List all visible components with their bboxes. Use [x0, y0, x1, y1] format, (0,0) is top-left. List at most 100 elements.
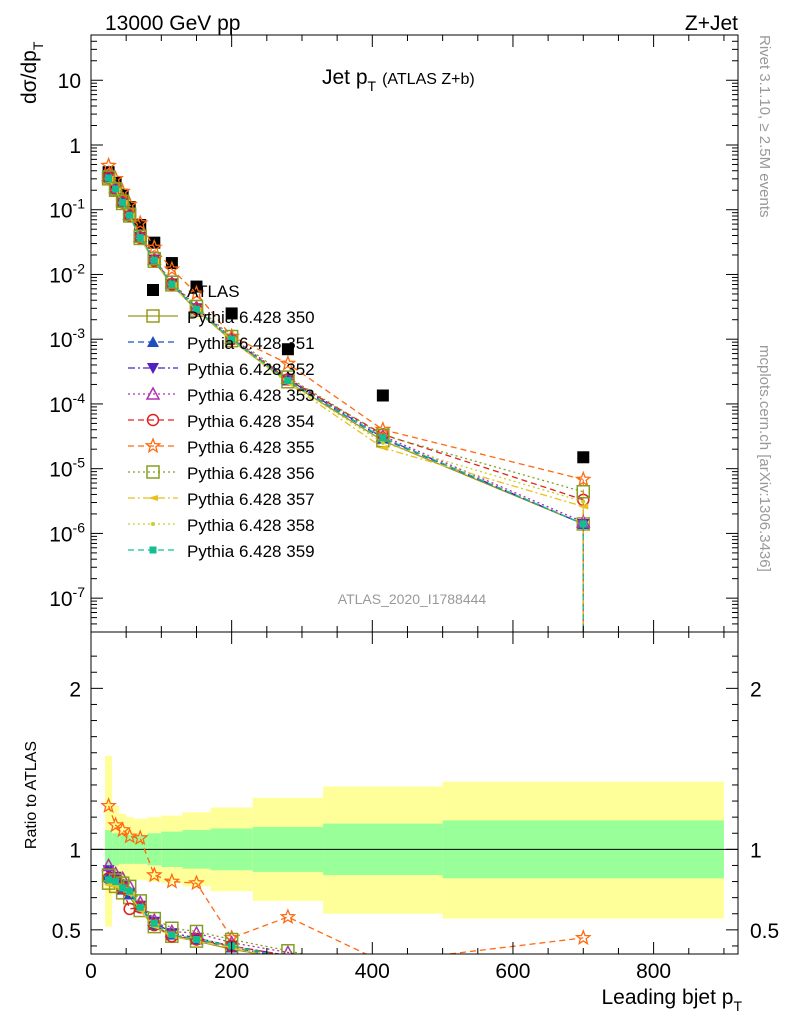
- ratio-point: [192, 936, 200, 944]
- legend-label: Pythia 6.428 353: [187, 386, 315, 405]
- y-tick-label: 10-5: [49, 455, 85, 482]
- series-line: [108, 177, 584, 525]
- ratio-point: [100, 797, 117, 813]
- legend-label: ATLAS: [187, 282, 240, 301]
- legend-item: Pythia 6.428 350: [128, 308, 315, 327]
- y-tick-label: 10: [58, 70, 81, 93]
- series-0: [102, 166, 590, 464]
- series-line: [108, 174, 584, 523]
- ratio-point: [121, 827, 138, 844]
- legend-item: Pythia 6.428 358: [128, 516, 315, 535]
- x-tick-label: 600: [495, 960, 530, 983]
- legend-label: Pythia 6.428 358: [187, 516, 315, 535]
- ratio-y-tick-label: 0.5: [52, 920, 81, 943]
- series-10: [105, 174, 587, 632]
- data-point: [228, 335, 236, 343]
- legend-label: Pythia 6.428 355: [187, 438, 315, 457]
- legend-item: Pythia 6.428 357: [128, 490, 315, 509]
- main-y-axis-label: dσ/dpT: [18, 41, 46, 104]
- legend-label: Pythia 6.428 357: [187, 490, 315, 509]
- data-point: [145, 238, 163, 255]
- ratio-y-tick-label: 2: [69, 678, 81, 701]
- ratio-y-tick-label-right: 2: [750, 678, 762, 701]
- data-point: [147, 251, 162, 266]
- legend-label: Pythia 6.428 350: [187, 308, 315, 327]
- legend-item: ATLAS: [147, 282, 240, 301]
- data-point: [284, 377, 292, 385]
- ratio-point: [101, 857, 116, 872]
- legend-marker: [151, 522, 155, 526]
- bottom-mask: [0, 954, 786, 1024]
- data-point: [578, 503, 589, 510]
- x-tick-label: 800: [636, 960, 671, 983]
- legend-marker: [147, 363, 159, 374]
- legend: ATLAS Pythia 6.428 350 Pythia 6.428 351 Pyt…: [128, 282, 315, 561]
- y-tick-label: 10-2: [49, 260, 85, 287]
- series-3: [102, 171, 590, 632]
- ratio-point: [150, 919, 158, 927]
- legend-marker: [146, 309, 160, 323]
- ratio-point: [190, 933, 203, 946]
- process-label: Z+Jet: [685, 12, 738, 35]
- data-point: [119, 198, 127, 206]
- series-7: [101, 170, 591, 632]
- data-point: [281, 343, 294, 356]
- data-point: [581, 499, 586, 504]
- y-tick-label: 10-6: [49, 519, 85, 546]
- series-line: [108, 176, 584, 525]
- legend-label: Pythia 6.428 354: [187, 412, 315, 431]
- ratio-point: [163, 872, 181, 889]
- legend-item: Pythia 6.428 359: [128, 542, 315, 561]
- legend-item: Pythia 6.428 355: [128, 437, 315, 457]
- data-point: [376, 389, 389, 402]
- series-6: [100, 156, 592, 632]
- legend-item: Pythia 6.428 353: [128, 386, 315, 405]
- data-point: [377, 444, 388, 451]
- legend-marker: [145, 386, 161, 400]
- data-point: [279, 354, 297, 371]
- analysis-id: ATLAS_2020_I1788444: [338, 591, 487, 607]
- x-tick-label: 0: [85, 960, 97, 983]
- data-point: [225, 307, 238, 320]
- y-tick-label: 10-3: [49, 325, 85, 352]
- ratio-bands: [91, 755, 738, 927]
- data-point: [192, 305, 200, 313]
- series-line: [108, 176, 584, 493]
- legend-item: Pythia 6.428 351: [128, 334, 315, 353]
- plot-title: Jet pT (ATLAS Z+b): [322, 66, 475, 94]
- main-panel: 10 1 10-1 10-2 10-3 10-4 10-5 10-6 10-7: [49, 34, 739, 633]
- data-point: [105, 174, 113, 182]
- mcplots-label: mcplots.cern.ch [arXiv:1306.3436]: [756, 345, 773, 572]
- data-point: [579, 520, 587, 528]
- y-tick-label: 1: [69, 135, 81, 158]
- series-4: [101, 167, 591, 632]
- ratio-point: [112, 878, 120, 886]
- legend-marker: [147, 284, 159, 296]
- data-point: [380, 440, 385, 445]
- y-tick-label: 10-1: [49, 196, 85, 223]
- ratio-line: [107, 805, 584, 963]
- y-tick-label: 10-7: [49, 584, 85, 611]
- data-point: [115, 194, 130, 209]
- data-point: [150, 256, 158, 264]
- legend-label: Pythia 6.428 351: [187, 334, 315, 353]
- legend-marker: [148, 495, 158, 501]
- data-point: [165, 275, 179, 289]
- legend-marker: [144, 437, 162, 454]
- data-point: [136, 234, 144, 242]
- data-point: [168, 280, 176, 288]
- ratio-point: [136, 903, 144, 911]
- x-tick-label: 200: [214, 960, 249, 983]
- data-point: [379, 434, 387, 442]
- legend-marker: [149, 546, 157, 554]
- data-point: [108, 182, 123, 196]
- main-y-tick-labels: 10 1 10-1 10-2 10-3 10-4 10-5 10-6 10-7: [49, 70, 85, 611]
- legend-marker: [146, 465, 160, 479]
- ratio-point: [168, 931, 176, 939]
- series-1: [101, 172, 591, 632]
- series-line: [108, 177, 584, 501]
- main-axis-ticks: [90, 34, 738, 633]
- data-point: [126, 211, 134, 219]
- ratio-axis-ticks: 0.5 0.5 1 1 2 2 0 200 400 600 800: [52, 632, 779, 983]
- data-point: [574, 470, 592, 487]
